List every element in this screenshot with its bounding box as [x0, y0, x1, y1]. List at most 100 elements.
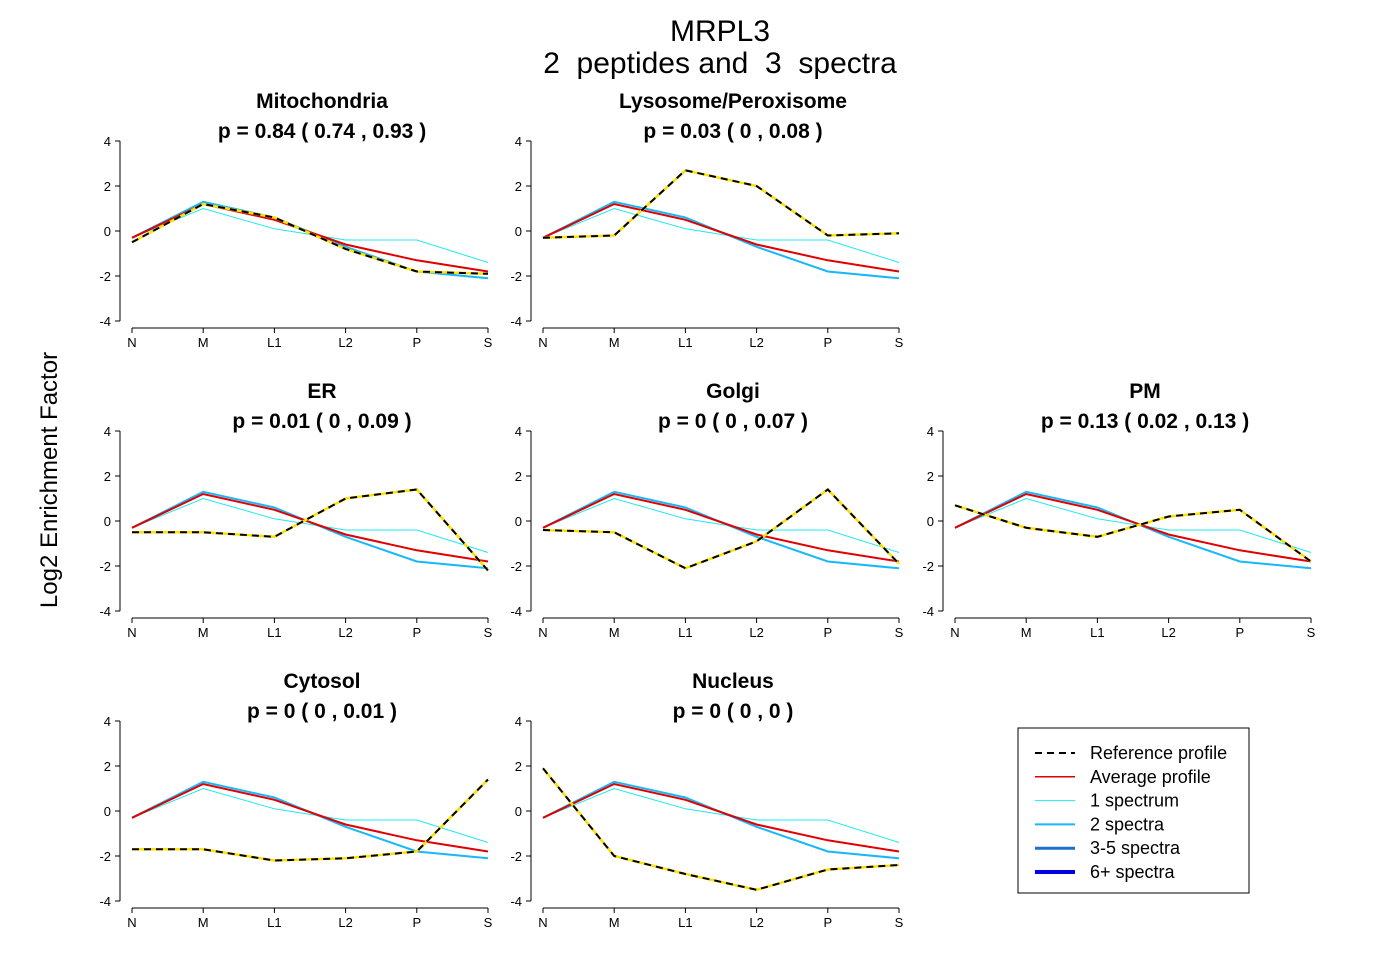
x-tick-label: S	[895, 915, 904, 930]
reference-profile-line	[542, 767, 900, 891]
y-tick-label: -4	[99, 314, 111, 329]
x-tick-label: L1	[1090, 625, 1104, 640]
panel-golgi: Golgi p = 0 ( 0 , 0.07 ) -4 -2 0 2 4 N M L1 L2 P S	[510, 380, 903, 640]
x-tick-label: P	[823, 915, 832, 930]
x-tick-label: L2	[749, 625, 763, 640]
x-tick-label: M	[198, 625, 209, 640]
main-title: MRPL3 2 peptides and 3 spectra	[0, 16, 1400, 80]
y-tick-label: 0	[515, 514, 522, 529]
x-tick-label: L1	[678, 915, 692, 930]
y-tick-label: 0	[104, 514, 111, 529]
y-tick-label: 0	[104, 224, 111, 239]
series-one-spectrum	[542, 207, 900, 263]
x-tick-label: L2	[338, 625, 352, 640]
x-tick-label: N	[950, 625, 959, 640]
main-title-line2: 2 peptides and 3 spectra	[543, 47, 897, 80]
y-tick-label: 2	[104, 469, 111, 484]
series-one-spectrum	[131, 497, 489, 553]
legend-label: 3-5 spectra	[1090, 838, 1181, 858]
panel-mitochondria: Mitochondria p = 0.84 ( 0.74 , 0.93 ) -4 -2…	[99, 90, 492, 350]
y-tick-label: -4	[510, 894, 522, 909]
x-tick-label: S	[895, 335, 904, 350]
y-tick-label: 4	[927, 424, 934, 439]
panel-cytosol: Cytosol p = 0 ( 0 , 0.01 ) -4 -2 0 2 4 N M L1 L2 P S	[99, 670, 492, 930]
x-tick-label: S	[484, 915, 493, 930]
x-tick-label: N	[538, 625, 547, 640]
x-tick-label: N	[538, 915, 547, 930]
series-average	[954, 492, 1312, 563]
reference-profile-line	[132, 488, 489, 572]
panel-p-value: p = 0 ( 0 , 0.07 )	[658, 410, 808, 433]
y-tick-label: -4	[99, 604, 111, 619]
y-tick-label: 2	[927, 469, 934, 484]
y-tick-label: -4	[510, 604, 522, 619]
legend: Reference profile Average profile 1 spectr…	[1017, 727, 1250, 894]
panel-title: Golgi	[706, 380, 760, 403]
panel-p-value: p = 0.01 ( 0 , 0.09 )	[232, 410, 411, 433]
y-tick-label: -2	[922, 559, 934, 574]
reference-profile-line	[132, 778, 489, 862]
series-one-spectrum	[131, 787, 489, 843]
series-average	[542, 782, 900, 853]
series-average	[131, 492, 489, 563]
panel-nucleus: Nucleus p = 0 ( 0 , 0 ) -4 -2 0 2 4 N M L1 L2 P S	[510, 670, 903, 930]
x-tick-label: M	[609, 915, 620, 930]
y-tick-label: -2	[510, 849, 522, 864]
y-tick-label: 0	[515, 224, 522, 239]
x-tick-label: M	[609, 625, 620, 640]
legend-box	[1017, 727, 1250, 894]
series-one-spectrum	[542, 497, 900, 553]
panel-title: Nucleus	[692, 670, 774, 693]
x-tick-label: S	[1307, 625, 1316, 640]
panel-title: PM	[1129, 380, 1161, 403]
panel-title: Lysosome/Peroxisome	[619, 90, 847, 113]
legend-label: 1 spectrum	[1090, 791, 1179, 811]
reference-profile-line	[954, 504, 1312, 563]
y-tick-label: -4	[99, 894, 111, 909]
y-tick-label: 0	[927, 514, 934, 529]
x-tick-label: L1	[267, 915, 281, 930]
y-tick-label: 4	[515, 424, 522, 439]
x-tick-label: N	[127, 625, 136, 640]
x-tick-label: L1	[678, 625, 692, 640]
panel-pm: PM p = 0.13 ( 0.02 , 0.13 ) -4 -2 0 2 4 N M L1 L2 P…	[922, 380, 1315, 640]
x-tick-label: S	[484, 335, 493, 350]
panel-p-value: p = 0.13 ( 0.02 , 0.13 )	[1041, 410, 1249, 433]
y-tick-label: 2	[515, 469, 522, 484]
x-tick-label: L1	[678, 335, 692, 350]
legend-label: Average profile	[1090, 767, 1211, 787]
x-tick-label: P	[1235, 625, 1244, 640]
panel-p-value: p = 0 ( 0 , 0.01 )	[247, 700, 397, 723]
y-tick-label: 2	[104, 179, 111, 194]
y-tick-label: 4	[515, 714, 522, 729]
x-tick-label: P	[412, 335, 421, 350]
y-tick-label: 0	[515, 804, 522, 819]
y-tick-label: 2	[104, 759, 111, 774]
series-average	[542, 202, 900, 273]
x-tick-label: P	[412, 625, 421, 640]
x-tick-label: L2	[749, 335, 763, 350]
x-tick-label: L1	[267, 625, 281, 640]
y-tick-label: -2	[99, 269, 111, 284]
panel-p-value: p = 0.84 ( 0.74 , 0.93 )	[218, 120, 426, 143]
x-tick-label: L2	[338, 915, 352, 930]
reference-profile-line	[542, 169, 900, 239]
series-average	[542, 492, 900, 563]
x-tick-label: P	[823, 625, 832, 640]
legend-label: 2 spectra	[1090, 814, 1165, 834]
legend-label: 6+ spectra	[1090, 862, 1176, 882]
y-tick-label: -2	[99, 849, 111, 864]
y-tick-label: 0	[104, 804, 111, 819]
x-tick-label: S	[895, 625, 904, 640]
x-tick-label: L1	[267, 335, 281, 350]
panel-title: Mitochondria	[256, 90, 388, 113]
series-one-spectrum	[131, 207, 489, 263]
reference-profile-line	[131, 202, 489, 275]
x-tick-label: N	[127, 335, 136, 350]
y-tick-label: -2	[99, 559, 111, 574]
y-tick-label: -2	[510, 269, 522, 284]
x-tick-label: M	[198, 335, 209, 350]
series-average	[131, 782, 489, 853]
series-one-spectrum	[542, 787, 900, 843]
